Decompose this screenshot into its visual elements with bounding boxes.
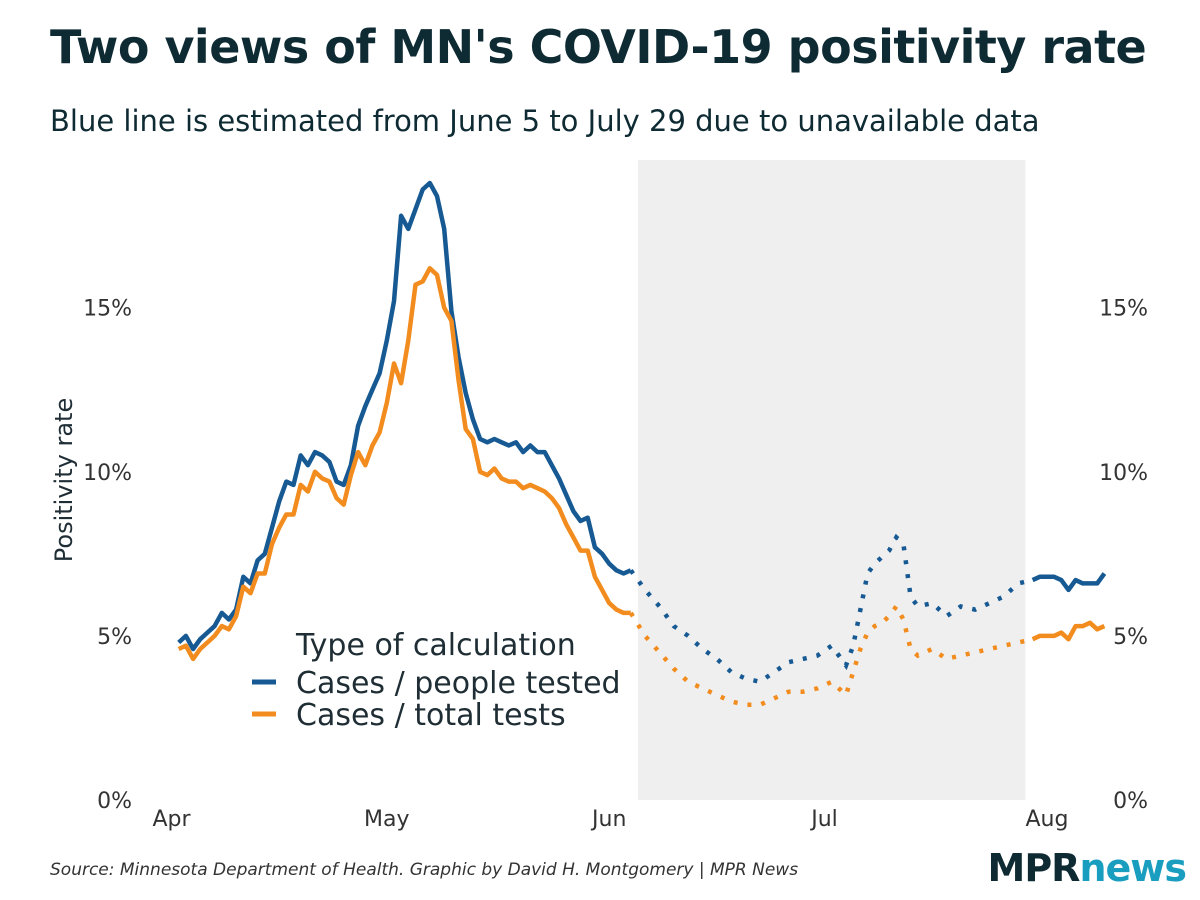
- series-line-people-tested-recent: [1031, 572, 1107, 593]
- series-line-total-tests-recent: [1031, 620, 1106, 642]
- estimated-period-shade: [637, 160, 1026, 800]
- y-tick-label-left: 15%: [83, 297, 132, 322]
- mpr-news-logo: MPRnews: [988, 846, 1187, 890]
- source-note: Source: Minnesota Department of Health. …: [50, 860, 799, 880]
- legend-label: Cases / total tests: [296, 698, 566, 733]
- series-line-total-tests-estimated: [628, 602, 1034, 708]
- chart-title: Two views of MN's COVID-19 positivity ra…: [50, 20, 1147, 74]
- x-tick-label: Jul: [809, 807, 838, 832]
- logo-news-text: news: [1079, 846, 1187, 890]
- x-tick-label: Apr: [152, 807, 191, 832]
- y-tick-label-left: 0%: [97, 789, 132, 814]
- x-tick-label: May: [364, 807, 409, 832]
- y-tick-label-right: 10%: [1099, 461, 1148, 486]
- y-tick-label-left: 5%: [97, 625, 132, 650]
- y-tick-label-right: 5%: [1113, 625, 1148, 650]
- legend-title: Type of calculation: [295, 628, 576, 663]
- y-axis-label: Positivity rate: [50, 398, 78, 562]
- x-tick-label: Aug: [1025, 807, 1068, 832]
- x-tick-label: Jun: [590, 807, 626, 832]
- logo-mpr-text: MPR: [987, 846, 1081, 890]
- chart-subtitle: Blue line is estimated from June 5 to Ju…: [50, 104, 1040, 138]
- y-tick-label-left: 10%: [83, 461, 132, 486]
- y-tick-label-right: 15%: [1099, 297, 1148, 322]
- legend-label: Cases / people tested: [296, 666, 621, 701]
- y-tick-label-right: 0%: [1113, 789, 1148, 814]
- series-line-people-tested: [177, 180, 632, 652]
- series-line-total-tests: [177, 266, 631, 662]
